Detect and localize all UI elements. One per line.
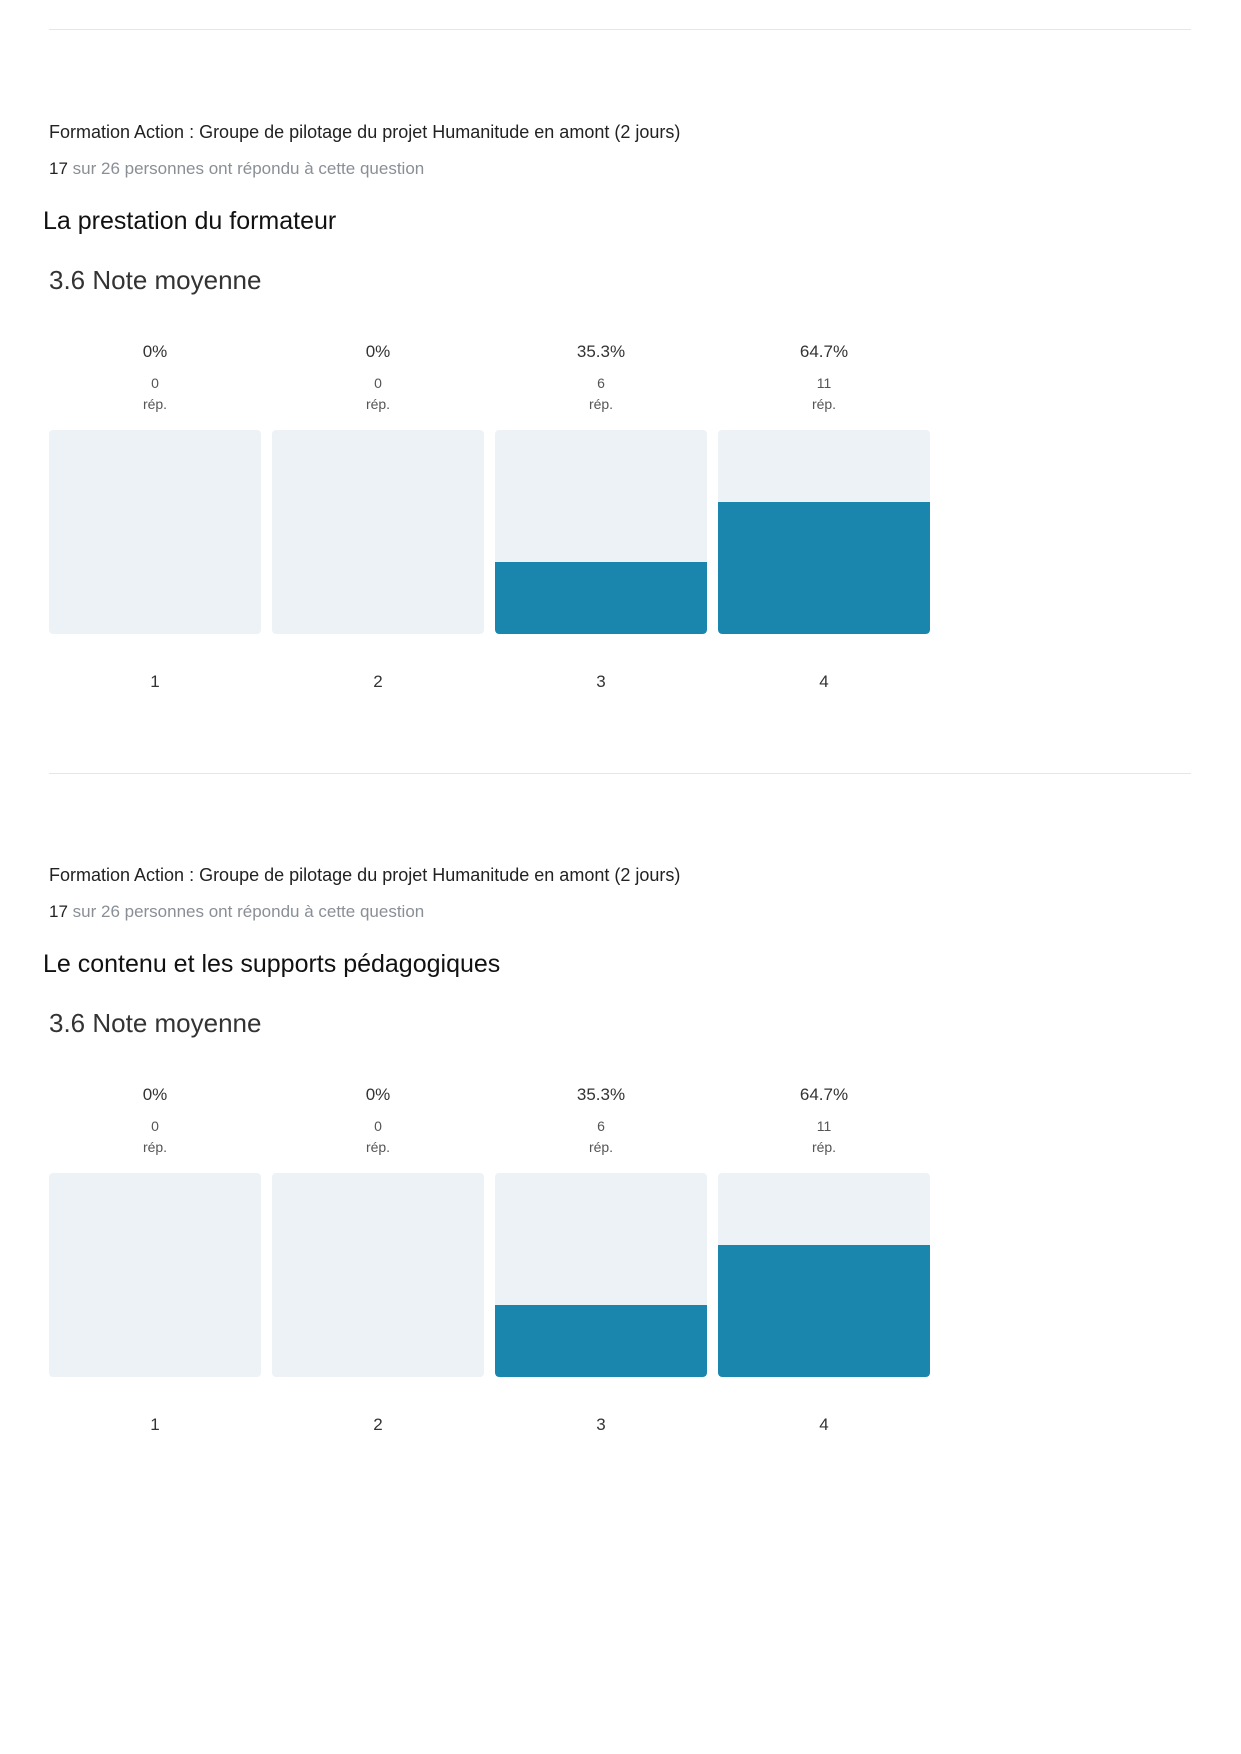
- bar-count-unit: rép.: [365, 1139, 391, 1155]
- question-section: Formation Action : Groupe de pilotage du…: [0, 122, 1241, 742]
- bar-count-unit: rép.: [588, 1139, 614, 1155]
- bar-track: [495, 1173, 707, 1377]
- response-count-text: sur 26 personnes ont répondu à cette que…: [67, 159, 425, 178]
- bar-count-label: 6: [597, 375, 605, 391]
- bar: [495, 562, 707, 634]
- bar-column: 35.3% 6 rép. 3: [495, 342, 707, 691]
- bar-count-label: 11: [816, 1118, 832, 1134]
- question-title: Le contenu et les supports pédagogiques: [43, 950, 501, 978]
- rating-bar-chart: 0% 0 rép. 1 0% 0 rép. 2 35.3% 6 rép. 3 6…: [0, 342, 1241, 691]
- bar-category-label: 1: [150, 672, 160, 691]
- bar-count-unit: rép.: [588, 396, 614, 412]
- bar-count-label: 0: [151, 1118, 159, 1134]
- bar-track: [49, 1173, 261, 1377]
- response-count: 17 sur 26 personnes ont répondu à cette …: [49, 902, 424, 922]
- bar-category-label: 4: [819, 672, 829, 691]
- bar-category-label: 3: [596, 1415, 606, 1434]
- bar-percent-label: 0%: [365, 1085, 391, 1104]
- bar-percent-label: 35.3%: [576, 342, 626, 361]
- bar-count-unit: rép.: [142, 1139, 168, 1155]
- bar-column: 64.7% 11 rép. 4: [718, 342, 930, 691]
- bar: [495, 1305, 707, 1377]
- question-section: Formation Action : Groupe de pilotage du…: [0, 865, 1241, 1485]
- bar-category-label: 1: [150, 1415, 160, 1434]
- bar-count-unit: rép.: [365, 396, 391, 412]
- bar: [718, 1245, 930, 1377]
- bar-column: 35.3% 6 rép. 3: [495, 1085, 707, 1434]
- response-count-number: 17: [49, 902, 68, 921]
- bar-track: [718, 430, 930, 634]
- bar-category-label: 3: [596, 672, 606, 691]
- bar-percent-label: 64.7%: [799, 1085, 849, 1104]
- bar-count-label: 0: [151, 375, 159, 391]
- bar-column: 0% 0 rép. 1: [49, 342, 261, 691]
- bar-category-label: 2: [373, 672, 383, 691]
- bar-column: 0% 0 rép. 1: [49, 1085, 261, 1434]
- bar-percent-label: 0%: [142, 1085, 168, 1104]
- bar-count-label: 11: [816, 375, 832, 391]
- bar-percent-label: 35.3%: [576, 1085, 626, 1104]
- bar-track: [495, 430, 707, 634]
- survey-title: Formation Action : Groupe de pilotage du…: [49, 122, 681, 142]
- bar: [718, 502, 930, 634]
- average-rating: 3.6 Note moyenne: [49, 1008, 262, 1038]
- question-title: La prestation du formateur: [43, 207, 337, 235]
- bar-track: [718, 1173, 930, 1377]
- bar-column: 64.7% 11 rép. 4: [718, 1085, 930, 1434]
- bar-count-unit: rép.: [811, 1139, 837, 1155]
- bar-count-unit: rép.: [142, 396, 168, 412]
- bar-track: [272, 430, 484, 634]
- bar-percent-label: 64.7%: [799, 342, 849, 361]
- middle-divider: [49, 773, 1191, 774]
- bar-count-unit: rép.: [811, 396, 837, 412]
- bar-track: [272, 1173, 484, 1377]
- bar-category-label: 4: [819, 1415, 829, 1434]
- bar-category-label: 2: [373, 1415, 383, 1434]
- response-count-text: sur 26 personnes ont répondu à cette que…: [67, 902, 425, 921]
- bar-column: 0% 0 rép. 2: [272, 1085, 484, 1434]
- rating-bar-chart: 0% 0 rép. 1 0% 0 rép. 2 35.3% 6 rép. 3 6…: [0, 1085, 1241, 1434]
- average-rating: 3.6 Note moyenne: [49, 265, 262, 295]
- bar-percent-label: 0%: [365, 342, 391, 361]
- bar-count-label: 6: [597, 1118, 605, 1134]
- bar-percent-label: 0%: [142, 342, 168, 361]
- bar-count-label: 0: [374, 1118, 382, 1134]
- bar-count-label: 0: [374, 375, 382, 391]
- response-count: 17 sur 26 personnes ont répondu à cette …: [49, 159, 424, 179]
- response-count-number: 17: [49, 159, 68, 178]
- bar-column: 0% 0 rép. 2: [272, 342, 484, 691]
- survey-title: Formation Action : Groupe de pilotage du…: [49, 865, 681, 885]
- bar-track: [49, 430, 261, 634]
- top-divider: [49, 29, 1191, 30]
